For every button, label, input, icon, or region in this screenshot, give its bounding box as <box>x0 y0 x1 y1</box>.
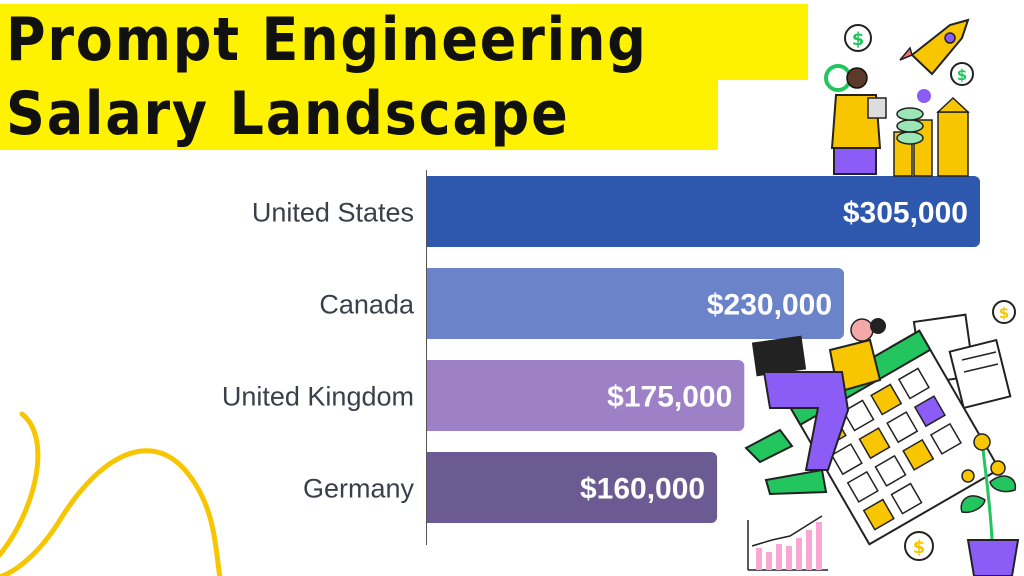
bar-united-kingdom <box>427 360 745 431</box>
bar-edge <box>427 176 435 247</box>
title-line-2: Salary Landscape <box>0 78 718 150</box>
bars-group: United States $305,000 Canada $230,000 Unite… <box>222 176 980 523</box>
bar-united-states <box>427 176 980 247</box>
bar-edge <box>427 360 435 431</box>
value-label: $230,000 <box>707 289 832 322</box>
category-label: United Kingdom <box>222 382 414 412</box>
title-text-1: Prompt Engineering <box>6 5 648 75</box>
bar-edge <box>427 452 435 523</box>
bar-germany <box>427 452 718 523</box>
value-label: $305,000 <box>843 197 968 230</box>
value-label: $175,000 <box>607 381 732 414</box>
category-label: United States <box>252 198 414 228</box>
category-label: Canada <box>319 290 415 320</box>
title-text-2: Salary Landscape <box>6 79 570 149</box>
value-label: $160,000 <box>580 473 705 506</box>
title-line-1: Prompt Engineering <box>0 4 808 80</box>
category-label: Germany <box>303 474 415 504</box>
bar-edge <box>427 268 435 339</box>
bar-canada <box>427 268 845 339</box>
